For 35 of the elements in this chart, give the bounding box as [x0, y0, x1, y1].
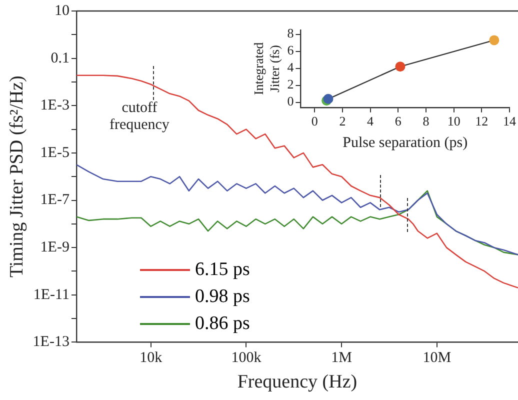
y-tick-label: 2	[287, 76, 294, 92]
y-tick-label: 0	[287, 94, 294, 109]
point	[489, 35, 500, 46]
x-tick-label: 100k	[231, 350, 262, 366]
x-tick-label: 1M	[331, 350, 352, 366]
y-tick-label: 1E-3	[40, 98, 70, 114]
x-tick-label: 12	[475, 114, 488, 129]
y-tick-label: 0.1	[50, 50, 70, 66]
y-tick-label: 6	[287, 42, 294, 58]
y-axis-title: Timing Jitter PSD (fs²/Hz)	[6, 76, 28, 278]
legend-label: 0.98 ps	[195, 285, 250, 309]
x-tick-label: 6	[394, 114, 402, 129]
y-tick-label: 1E-7	[40, 192, 70, 208]
x-tick-label: 2	[339, 114, 346, 129]
x-axis-title: Frequency (Hz)	[237, 372, 358, 393]
y-tick-label: 10	[54, 2, 70, 19]
legend-label: 0.86 ps	[195, 312, 250, 336]
x-axis-title: Pulse separation (ps)	[342, 134, 468, 151]
legend-label: 6.15 ps	[195, 258, 250, 282]
y-axis-title: Integrated Jitter (fs)	[251, 42, 282, 96]
y-tick-label: 1E-11	[33, 286, 70, 303]
x-tick-label: 14	[503, 114, 516, 129]
y-tick-label: 8	[287, 26, 294, 41]
y-tick-label: 1E-5	[40, 144, 70, 161]
point	[395, 62, 406, 72]
y-tick-label: 4	[287, 60, 294, 75]
x-tick-label: 10	[447, 114, 460, 129]
y-tick-label: 1E-13	[32, 334, 70, 350]
x-tick-label: 8	[422, 114, 430, 129]
x-tick-label: 10M	[422, 350, 452, 366]
annotation: cutoff frequency	[109, 100, 170, 133]
x-tick-label: 10k	[140, 350, 163, 366]
x-tick-label: 0	[311, 114, 318, 129]
x-tick-label: 4	[367, 114, 374, 129]
y-tick-label: 1E-9	[40, 240, 70, 256]
